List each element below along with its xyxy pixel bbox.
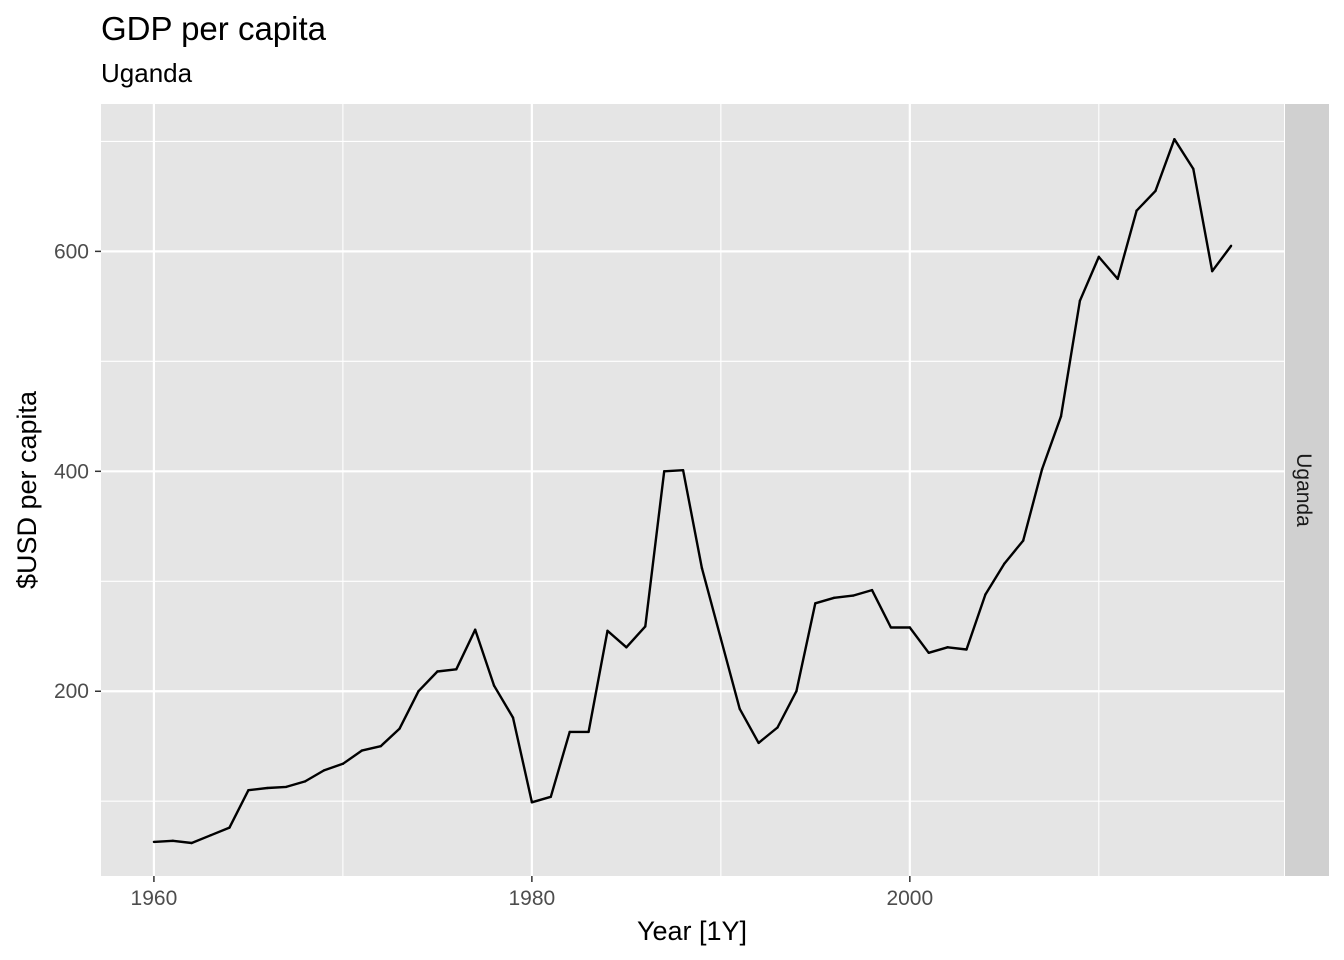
data-point — [492, 684, 496, 687]
data-point — [1210, 269, 1214, 273]
data-point — [1078, 299, 1082, 303]
data-point — [738, 707, 741, 711]
data-point — [228, 826, 231, 829]
chart-subtitle: Uganda — [101, 58, 193, 88]
facet-strip — [1285, 104, 1329, 876]
plot-panel — [101, 104, 1284, 876]
x-tick-label: 1960 — [131, 887, 178, 910]
data-point — [473, 628, 477, 631]
data-point — [209, 834, 212, 837]
y-tick-label: 400 — [54, 460, 89, 483]
data-point — [303, 780, 307, 783]
data-point — [190, 841, 193, 845]
data-point — [379, 745, 382, 748]
data-point — [606, 629, 609, 632]
data-point — [247, 789, 250, 792]
data-point — [946, 646, 949, 649]
data-point — [1135, 209, 1138, 212]
data-point — [927, 651, 930, 654]
y-axis: 200 400 600 — [54, 240, 101, 703]
data-point — [152, 840, 156, 844]
major-gridlines — [101, 104, 1284, 876]
data-point — [1097, 255, 1101, 259]
y-axis-title: $USD per capita — [12, 390, 42, 589]
data-point — [776, 726, 779, 729]
data-point — [1059, 415, 1063, 418]
data-point — [889, 626, 893, 629]
data-point — [1003, 562, 1006, 565]
data-point — [795, 690, 798, 693]
data-point — [700, 566, 704, 570]
data-point — [965, 648, 968, 651]
data-point — [757, 741, 760, 745]
data-point — [171, 839, 175, 843]
data-point — [417, 690, 420, 693]
data-point — [341, 762, 345, 766]
gdp-line — [153, 138, 1233, 845]
chart-title: GDP per capita — [101, 10, 327, 47]
data-point — [1040, 467, 1044, 471]
data-point — [719, 637, 723, 640]
x-tick-label: 1980 — [509, 887, 556, 910]
data-point — [266, 786, 269, 790]
data-point — [530, 801, 534, 804]
data-point — [511, 716, 515, 719]
data-point — [814, 602, 817, 605]
data-point — [851, 594, 855, 597]
data-point — [455, 668, 458, 671]
data-point — [1229, 244, 1233, 248]
data-point — [984, 593, 987, 596]
data-point — [1192, 167, 1195, 171]
data-points — [152, 137, 1233, 845]
data-point — [284, 785, 288, 789]
data-point — [549, 795, 552, 799]
data-point — [436, 670, 439, 673]
data-point — [833, 596, 836, 599]
data-point — [398, 727, 401, 730]
data-point — [1154, 189, 1157, 193]
data-point — [1173, 137, 1176, 141]
data-point — [681, 469, 685, 472]
data-point — [908, 626, 912, 629]
data-point — [322, 769, 326, 772]
data-point — [870, 588, 874, 592]
minor-gridlines — [101, 104, 1284, 876]
y-tick-label: 200 — [54, 680, 89, 703]
facet-strip-label: Uganda — [1292, 453, 1315, 527]
x-axis-title: Year [1Y] — [637, 916, 747, 946]
data-point — [644, 625, 647, 628]
data-point — [662, 470, 666, 473]
y-tick-label: 600 — [54, 240, 89, 263]
x-tick-label: 2000 — [886, 887, 933, 910]
data-point — [1022, 539, 1025, 542]
data-point — [1116, 277, 1119, 281]
data-point — [587, 730, 590, 734]
data-point — [568, 730, 571, 734]
data-point — [625, 646, 628, 649]
x-axis: 1960 1980 2000 — [131, 876, 933, 910]
data-point — [360, 749, 363, 752]
